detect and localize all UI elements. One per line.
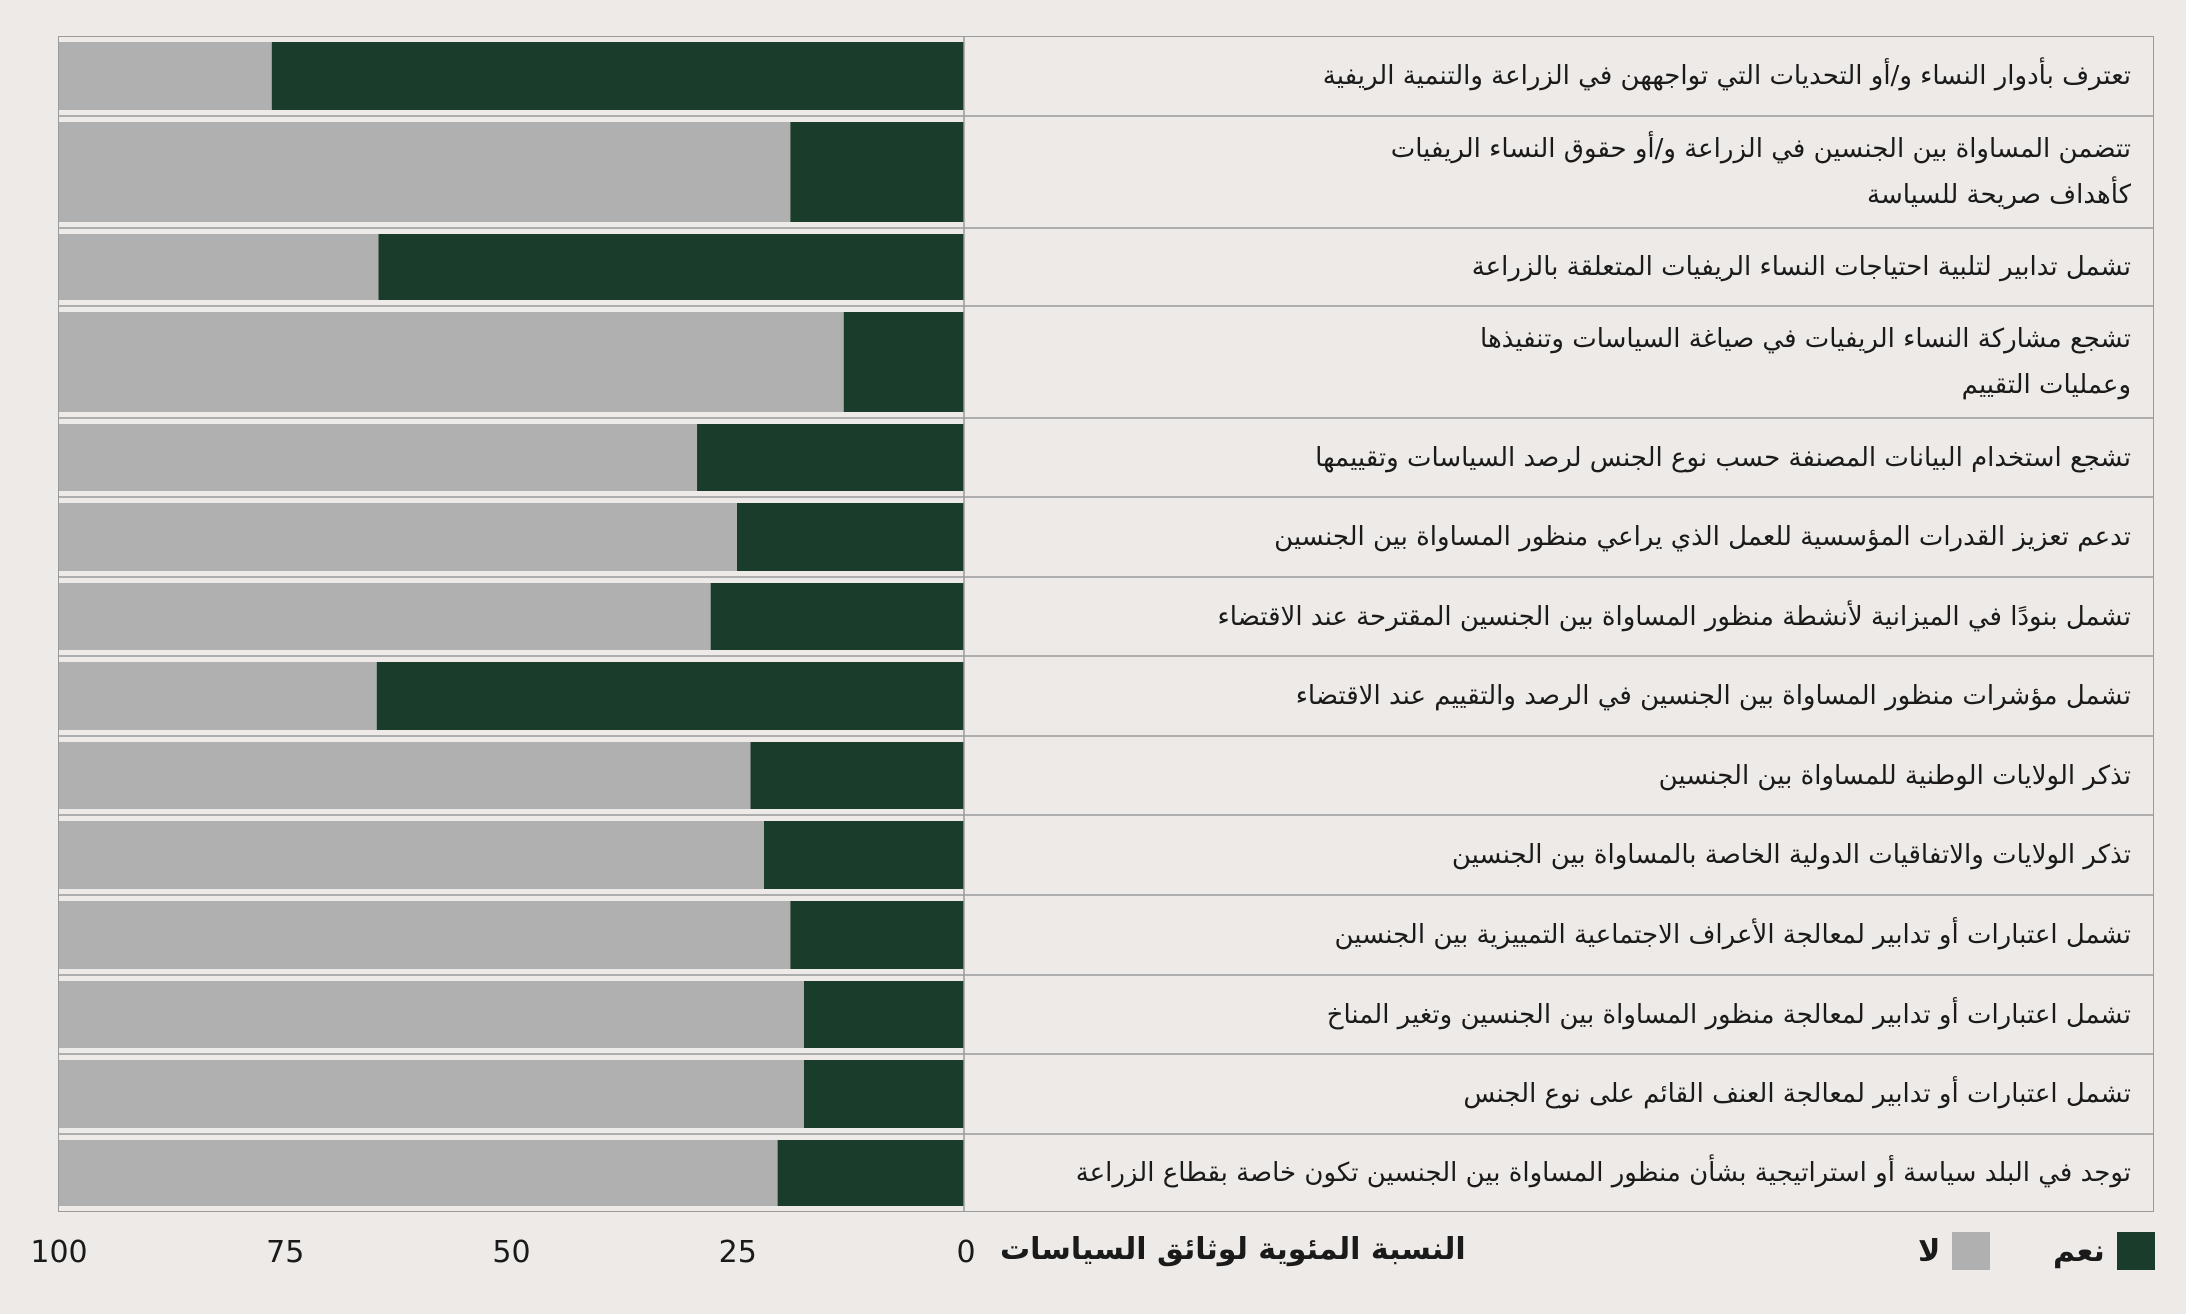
tick-label-100: 100 xyxy=(30,1235,88,1270)
tick-label-50: 50 xyxy=(492,1235,531,1270)
bar-no-14 xyxy=(59,1140,778,1206)
bar-no-13 xyxy=(59,1060,804,1128)
tick-label-75: 75 xyxy=(266,1235,305,1270)
bar-yes-6 xyxy=(736,503,964,571)
row-label-8: تشمل مؤشرات منظور المساواة بين الجنسين ف… xyxy=(991,656,2131,736)
row-label-12: تشمل اعتبارات أو تدابير لمعالجة منظور ال… xyxy=(991,975,2131,1054)
bar-no-2 xyxy=(59,122,791,222)
bar-yes-5 xyxy=(697,424,964,491)
bar-yes-13 xyxy=(803,1060,964,1128)
bar-no-6 xyxy=(59,503,737,571)
bar-yes-9 xyxy=(750,742,964,809)
x-axis-title: النسبة المئوية لوثائق السياسات xyxy=(1000,1232,1466,1267)
bar-no-4 xyxy=(59,312,844,412)
row-label-line: توجد في البلد سياسة أو استراتيجية بشأن م… xyxy=(1075,1158,2131,1188)
row-label-line: تشجع استخدام البيانات المصنفة حسب نوع ال… xyxy=(1315,442,2131,473)
row-label-10: تذكر الولايات والاتفاقيات الدولية الخاصة… xyxy=(991,815,2131,895)
row-label-line: تذكر الولايات الوطنية للمساواة بين الجنس… xyxy=(1658,760,2131,791)
bar-no-8 xyxy=(59,662,377,730)
bar-no-1 xyxy=(59,42,272,110)
row-label-2: تتضمن المساواة بين الجنسين في الزراعة و/… xyxy=(991,116,2131,228)
legend-label-yes: نعم xyxy=(2053,1233,2105,1269)
bar-yes-1 xyxy=(271,42,964,110)
row-label-4: تشجع مشاركة النساء الريفيات في صياغة الس… xyxy=(991,306,2131,418)
bar-yes-8 xyxy=(376,662,964,730)
bar-yes-7 xyxy=(710,583,964,650)
row-label-line: تشجع مشاركة النساء الريفيات في صياغة الس… xyxy=(1480,324,2131,354)
legend-swatch-no xyxy=(1952,1232,1991,1270)
row-label-line: تذكر الولايات والاتفاقيات الدولية الخاصة… xyxy=(1451,840,2131,870)
row-label-line: تشمل مؤشرات منظور المساواة بين الجنسين ف… xyxy=(1295,681,2131,711)
bar-no-10 xyxy=(59,821,764,889)
bar-yes-12 xyxy=(803,981,964,1048)
row-label-13: تشمل اعتبارات أو تدابير لمعالجة العنف ال… xyxy=(991,1054,2131,1134)
row-label-line: تتضمن المساواة بين الجنسين في الزراعة و/… xyxy=(1390,134,2131,164)
row-label-line: تشمل بنودًا في الميزانية لأنشطة منظور ال… xyxy=(1217,601,2131,632)
bar-yes-10 xyxy=(763,821,964,889)
row-label-line: تشمل اعتبارات أو تدابير لمعالجة الأعراف … xyxy=(1334,920,2131,950)
row-label-11: تشمل اعتبارات أو تدابير لمعالجة الأعراف … xyxy=(991,895,2131,975)
bar-yes-3 xyxy=(378,234,965,300)
bar-no-5 xyxy=(59,424,698,491)
bar-no-12 xyxy=(59,981,804,1048)
tick-label-0: 0 xyxy=(956,1235,976,1270)
legend-item-no: لا xyxy=(1918,1232,1991,1270)
bar-yes-2 xyxy=(790,122,964,222)
row-label-line: كأهداف صريحة للسياسة xyxy=(1867,180,2131,210)
row-label-1: تعترف بأدوار النساء و/أو التحديات التي ت… xyxy=(991,36,2131,116)
row-label-line: تشمل تدابير لتلبية احتياجات النساء الريف… xyxy=(1471,252,2131,282)
row-label-14: توجد في البلد سياسة أو استراتيجية بشأن م… xyxy=(991,1134,2131,1212)
row-label-7: تشمل بنودًا في الميزانية لأنشطة منظور ال… xyxy=(991,577,2131,656)
row-label-line: تشمل اعتبارات أو تدابير لمعالجة العنف ال… xyxy=(1463,1079,2131,1109)
bar-no-7 xyxy=(59,583,711,650)
bar-yes-14 xyxy=(777,1140,964,1206)
row-label-line: تعترف بأدوار النساء و/أو التحديات التي ت… xyxy=(1322,61,2131,91)
row-label-5: تشجع استخدام البيانات المصنفة حسب نوع ال… xyxy=(991,418,2131,497)
row-label-3: تشمل تدابير لتلبية احتياجات النساء الريف… xyxy=(991,228,2131,306)
bar-no-9 xyxy=(59,742,751,809)
row-label-line: تدعم تعزيز القدرات المؤسسية للعمل الذي ي… xyxy=(1274,522,2131,552)
row-label-6: تدعم تعزيز القدرات المؤسسية للعمل الذي ي… xyxy=(991,497,2131,577)
legend-swatch-yes xyxy=(2116,1232,2155,1270)
tick-label-25: 25 xyxy=(718,1235,757,1270)
legend-item-yes: نعم xyxy=(2053,1232,2155,1270)
bar-no-11 xyxy=(59,901,791,969)
legend-label-no: لا xyxy=(1918,1233,1941,1269)
bar-no-3 xyxy=(59,234,379,300)
bar-yes-11 xyxy=(790,901,964,969)
chart-frame xyxy=(58,36,2154,1212)
row-label-9: تذكر الولايات الوطنية للمساواة بين الجنس… xyxy=(991,736,2131,815)
row-label-line: وعمليات التقييم xyxy=(1961,370,2131,400)
bar-yes-4 xyxy=(843,312,964,412)
row-label-line: تشمل اعتبارات أو تدابير لمعالجة منظور ال… xyxy=(1326,999,2131,1030)
